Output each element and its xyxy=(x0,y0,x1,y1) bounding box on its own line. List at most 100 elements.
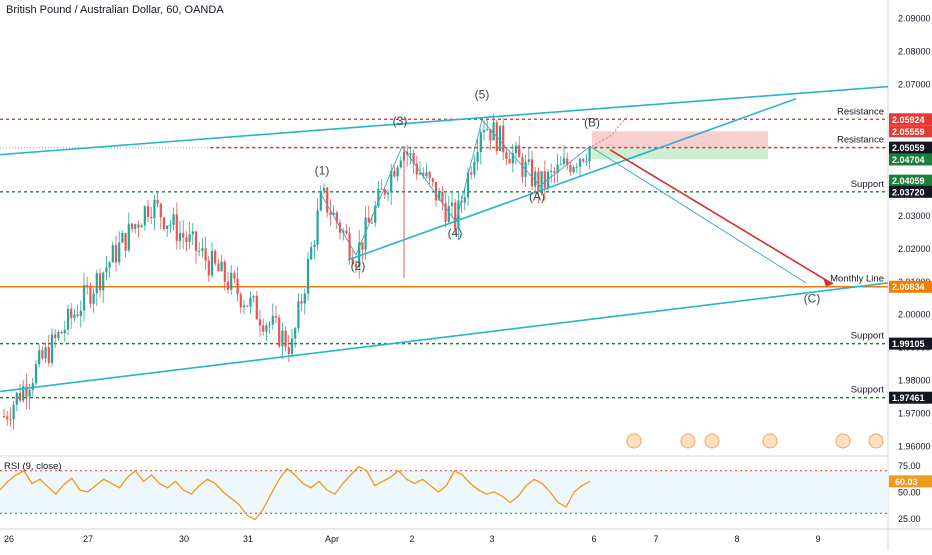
candle-body xyxy=(287,347,290,354)
candle-body xyxy=(514,145,518,154)
candle-body xyxy=(278,317,281,347)
candle-body xyxy=(447,206,450,222)
candle-body xyxy=(386,192,390,195)
candle-body xyxy=(582,159,585,162)
wave-label: (1) xyxy=(315,163,330,177)
level-label: Monthly Line xyxy=(830,274,884,285)
candle-body xyxy=(463,197,466,203)
candle-body xyxy=(166,225,169,229)
candle-body xyxy=(70,308,73,318)
candle-body xyxy=(252,296,255,298)
wave-label: (4) xyxy=(448,226,463,240)
candle-body xyxy=(444,203,447,222)
candle-body xyxy=(31,383,34,390)
candle-body xyxy=(66,308,70,330)
price-tag-text: 1.97461 xyxy=(892,393,925,403)
candle-body xyxy=(137,224,140,228)
candle-body xyxy=(95,273,98,294)
rsi-y-tick: 25.00 xyxy=(898,514,921,524)
candle-body xyxy=(441,191,444,204)
candle-body xyxy=(28,389,31,397)
candle-body xyxy=(351,258,354,265)
price-tag xyxy=(889,185,932,198)
y-tick-label: 2.02000 xyxy=(898,244,931,254)
wave-label: (3) xyxy=(393,114,408,128)
event-marker xyxy=(704,433,720,449)
candle-body xyxy=(345,230,348,234)
candle-body xyxy=(255,296,258,320)
y-tick-label: 2.08000 xyxy=(898,46,931,56)
price-tag xyxy=(889,337,932,350)
candle-body xyxy=(210,251,214,276)
candle-body xyxy=(409,153,412,155)
x-tick-label: 8 xyxy=(734,534,739,544)
candle-body xyxy=(73,314,76,318)
candle-body xyxy=(156,199,159,204)
target-arrow-line xyxy=(609,149,829,282)
candle-body xyxy=(383,189,386,195)
candle-body xyxy=(361,242,364,250)
y-tick-label: 2.07000 xyxy=(898,79,931,89)
target-arrow-head xyxy=(823,277,834,287)
candle-body xyxy=(146,206,150,217)
chart-title: British Pound / Australian Dollar, 60, O… xyxy=(6,4,224,16)
y-tick-label: 1.97000 xyxy=(898,408,931,418)
candle-body xyxy=(476,152,479,163)
candle-body xyxy=(486,129,489,131)
candle-body xyxy=(198,250,201,252)
candle-body xyxy=(470,172,473,175)
candle-body xyxy=(140,225,143,228)
candle-body xyxy=(393,170,396,177)
level-label: Support xyxy=(851,385,885,396)
candle-body xyxy=(82,285,86,311)
candle-body xyxy=(550,171,553,173)
candle-body xyxy=(457,200,460,229)
candle-body xyxy=(297,301,300,329)
candle-body xyxy=(233,273,236,279)
candle-body xyxy=(332,212,335,215)
candle-body xyxy=(489,129,492,141)
candle-body xyxy=(108,262,111,268)
candle-body xyxy=(588,146,591,162)
x-tick-label: 2 xyxy=(409,534,414,544)
candle-body xyxy=(178,232,182,241)
candle-body xyxy=(329,212,332,215)
candle-body xyxy=(492,122,495,141)
candle-body xyxy=(159,203,162,218)
y-tick-label: 2.03000 xyxy=(898,211,931,221)
y-tick-label: 1.98000 xyxy=(898,375,931,385)
candle-body xyxy=(319,191,322,211)
candle-body xyxy=(150,216,153,219)
candle-body xyxy=(44,347,47,359)
x-tick-label: 6 xyxy=(591,534,596,544)
candle-body xyxy=(303,293,306,304)
candle-body xyxy=(134,224,137,229)
candle-body xyxy=(431,178,434,182)
price-tag-text: 2.05924 xyxy=(892,115,925,125)
rsi-line xyxy=(0,465,591,521)
candle-body xyxy=(249,297,252,307)
candle-body xyxy=(194,231,198,251)
candle-body xyxy=(127,223,130,251)
candle-body xyxy=(92,293,95,304)
price-tag-text: 2.03720 xyxy=(892,187,925,197)
candle-body xyxy=(217,263,220,272)
candle-body xyxy=(172,214,175,225)
price-tag-text: 1.99105 xyxy=(892,339,925,349)
candle-body xyxy=(335,212,338,223)
candle-body xyxy=(585,161,588,163)
candle-body xyxy=(438,191,441,201)
candle-body xyxy=(553,171,556,173)
candle-body xyxy=(162,217,166,229)
x-tick-label: 7 xyxy=(653,534,658,544)
candle-body xyxy=(114,245,118,263)
candle-body xyxy=(265,325,268,332)
candle-body xyxy=(527,159,530,162)
candle-body xyxy=(9,419,12,421)
candle-body xyxy=(41,350,44,359)
candle-body xyxy=(415,163,418,175)
candle-body xyxy=(316,210,319,245)
level-label: Support xyxy=(851,331,885,342)
candle-body xyxy=(50,334,54,363)
